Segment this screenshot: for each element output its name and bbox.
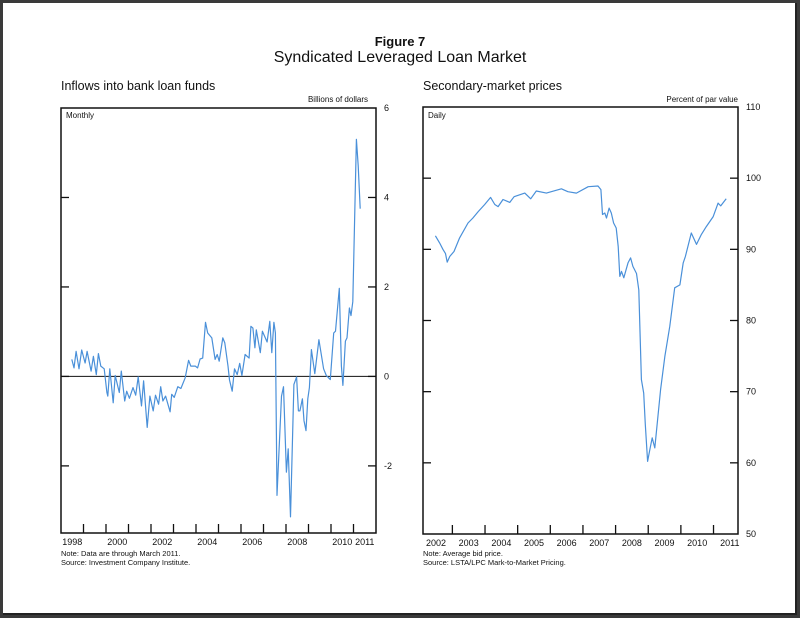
right-x-tick-label: 2005 bbox=[524, 538, 544, 548]
left-x-tick-label: 1998 bbox=[62, 537, 82, 547]
figure-page bbox=[3, 3, 797, 615]
left-frequency-label: Monthly bbox=[66, 111, 95, 120]
right-x-tick-label: 2004 bbox=[491, 538, 511, 548]
right-y-tick-label: 80 bbox=[746, 316, 756, 326]
figure-number: Figure 7 bbox=[374, 34, 426, 49]
left-series-line bbox=[71, 138, 361, 518]
left-note: Note: Data are through March 2011. bbox=[61, 549, 181, 558]
left-y-tick-label: 2 bbox=[384, 282, 389, 292]
right-source: Source: LSTA/LPC Mark-to-Market Pricing. bbox=[423, 558, 566, 567]
left-x-tick-label: 2002 bbox=[152, 537, 172, 547]
left-x-tick-label: 2011 bbox=[355, 537, 374, 547]
right-y-tick-label: 60 bbox=[746, 458, 756, 468]
right-series-line bbox=[434, 185, 727, 462]
right-x-tick-label: 2002 bbox=[426, 538, 446, 548]
right-note: Note: Average bid price. bbox=[423, 549, 503, 558]
right-x-tick-label: 2006 bbox=[557, 538, 577, 548]
right-x-tick-label: 2010 bbox=[687, 538, 707, 548]
figure-title: Syndicated Leveraged Loan Market bbox=[273, 49, 527, 66]
right-unit-label: Percent of par value bbox=[666, 95, 738, 104]
left-x-tick-label: 2006 bbox=[242, 537, 262, 547]
right-notes: Note: Average bid price. Source: LSTA/LP… bbox=[423, 549, 566, 567]
right-x-tick-label: 2011 bbox=[720, 538, 739, 548]
left-unit-label: Billions of dollars bbox=[307, 95, 368, 104]
left-plot-frame bbox=[60, 107, 377, 534]
left-y-tick-label: 4 bbox=[384, 192, 389, 202]
right-frequency-label: Daily bbox=[428, 111, 446, 120]
left-y-tick-label: 0 bbox=[384, 371, 389, 381]
right-y-tick-label: 90 bbox=[746, 244, 756, 254]
right-y-tick-label: 50 bbox=[746, 529, 756, 539]
left-x-tick-label: 2000 bbox=[107, 537, 127, 547]
left-y-tick-label: -2 bbox=[384, 461, 392, 471]
right-y-tick-label: 110 bbox=[746, 102, 760, 112]
left-source: Source: Investment Company Institute. bbox=[61, 558, 191, 567]
right-x-tick-label: 2009 bbox=[655, 538, 675, 548]
right-x-tick-label: 2003 bbox=[459, 538, 479, 548]
left-y-tick-label: 6 bbox=[384, 103, 389, 113]
right-plot-frame bbox=[422, 106, 739, 535]
right-y-tick-label: 100 bbox=[746, 173, 761, 183]
left-x-tick-label: 2008 bbox=[287, 537, 307, 547]
left-panel-title: Inflows into bank loan funds bbox=[61, 79, 216, 93]
left-x-tick-label: 2004 bbox=[197, 537, 217, 547]
right-y-tick-label: 70 bbox=[746, 387, 756, 397]
right-x-tick-label: 2007 bbox=[589, 538, 609, 548]
left-notes: Note: Data are through March 2011. Sourc… bbox=[61, 549, 190, 567]
right-x-tick-label: 2008 bbox=[622, 538, 642, 548]
right-panel-title: Secondary-market prices bbox=[423, 79, 562, 93]
left-x-tick-label: 2010 bbox=[332, 537, 352, 547]
